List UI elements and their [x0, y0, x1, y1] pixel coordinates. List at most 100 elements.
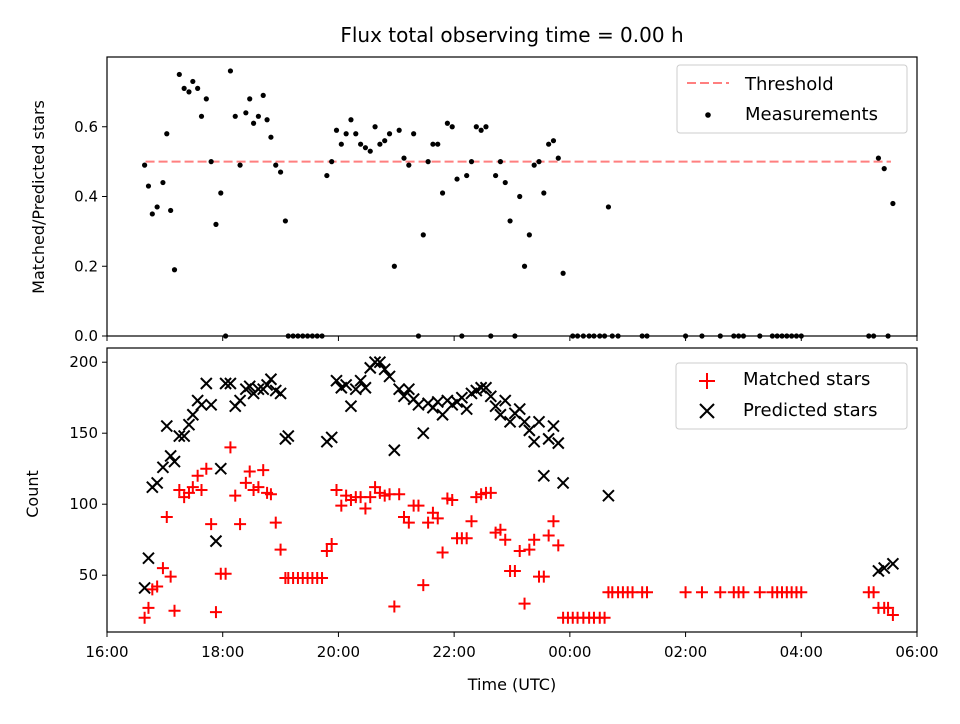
measurement-point: [420, 232, 426, 238]
bottom-x-tick-label: 22:00: [433, 643, 476, 661]
measurement-point: [435, 141, 441, 147]
legend-matched-swatch: [699, 373, 715, 389]
matched-point: [422, 516, 435, 529]
predicted-point: [431, 395, 444, 409]
measurement-point: [164, 131, 170, 137]
matched-point: [552, 539, 565, 552]
matched-point: [164, 570, 177, 583]
matched-point: [330, 484, 343, 496]
measurement-point: [285, 333, 291, 339]
measurement-point: [478, 127, 484, 133]
measurement-point: [362, 145, 369, 151]
measurement-point: [333, 127, 340, 133]
predicted-point: [264, 373, 278, 386]
measurement-point: [784, 333, 790, 339]
measurement-point: [430, 141, 436, 147]
legend-predicted-label: Predicted stars: [743, 400, 877, 421]
measurement-point: [268, 134, 274, 140]
bottom-x-tick-label: 02:00: [664, 643, 707, 661]
measurement-point: [338, 141, 344, 147]
measurement-point: [223, 333, 229, 339]
top-y-tick-label: 0.6: [74, 118, 98, 136]
measurement-point: [181, 85, 187, 91]
bottom-legend: Matched stars Predicted stars: [675, 362, 908, 430]
matched-point: [142, 601, 155, 614]
predicted-point: [602, 489, 615, 502]
legend-measurement-swatch: [705, 112, 711, 118]
measurement-point: [227, 68, 234, 74]
measurement-point: [731, 333, 737, 339]
measurement-point: [186, 89, 192, 95]
measurement-point: [391, 263, 397, 269]
matched-point: [160, 510, 173, 523]
predicted-point: [349, 382, 362, 396]
measurement-point: [195, 85, 201, 91]
legend-threshold-label: Threshold: [744, 74, 834, 95]
measurement-point: [372, 124, 378, 130]
top-y-tick-label: 0.0: [74, 327, 98, 345]
measurement-point: [295, 333, 301, 339]
measurement-point: [406, 162, 412, 168]
matched-point: [138, 611, 151, 624]
matched-point: [446, 493, 459, 506]
predicted-point: [219, 377, 232, 390]
measurement-point: [324, 172, 330, 179]
predicted-point: [412, 398, 425, 412]
matched-point: [795, 586, 808, 599]
matched-point: [239, 476, 252, 489]
measurement-point: [468, 159, 475, 165]
matched-point: [641, 586, 653, 599]
predicted-point: [556, 476, 570, 490]
predicted-point: [330, 374, 343, 387]
measurement-point: [314, 333, 320, 339]
matched-point: [494, 523, 507, 536]
measurement-point: [190, 78, 196, 85]
measurement-point: [377, 141, 383, 147]
matched-point: [484, 486, 497, 499]
predicted-point: [214, 462, 227, 475]
top-x-axis: [106, 336, 918, 341]
bottom-x-tick-label: 00:00: [548, 643, 591, 661]
measurement-point: [591, 333, 597, 339]
measurement-point: [757, 333, 763, 339]
predicted-point: [168, 455, 181, 468]
predicted-point: [138, 581, 151, 595]
matched-point: [156, 562, 169, 575]
matched-point: [200, 462, 213, 475]
x-axis-label: Time (UTC): [467, 675, 556, 694]
matched-point: [191, 469, 204, 482]
predicted-point: [156, 461, 170, 474]
measurement-point: [171, 267, 178, 273]
measurement-point: [319, 333, 325, 339]
measurement-point: [717, 333, 723, 339]
bottom-x-tick-label: 06:00: [895, 643, 938, 661]
measurement-point: [875, 155, 882, 161]
measurement-point: [243, 110, 249, 116]
predicted-point: [224, 377, 237, 390]
measurement-point: [425, 159, 431, 165]
measurement-point: [560, 270, 566, 276]
matched-point: [402, 516, 415, 529]
measurement-point: [507, 218, 513, 224]
matched-point: [737, 586, 750, 599]
predicted-point: [325, 431, 338, 444]
measurement-point: [277, 169, 284, 175]
predicted-point: [494, 408, 507, 421]
predicted-point: [392, 382, 406, 396]
matched-point: [274, 543, 287, 556]
measurement-point: [740, 333, 747, 339]
bottom-y-axis: 50 100 150 200: [69, 353, 107, 584]
measurement-point: [881, 166, 887, 172]
predicted-point: [489, 400, 502, 413]
predicted-point: [186, 408, 200, 421]
measurement-point: [247, 96, 253, 102]
measurement-point: [885, 333, 891, 339]
predicted-point: [527, 435, 541, 448]
predicted-point: [484, 390, 497, 403]
predicted-point: [142, 551, 155, 565]
matched-point: [229, 489, 242, 502]
measurement-point: [789, 333, 795, 339]
matched-point: [513, 545, 526, 558]
bottom-y-axis-label: Count: [23, 470, 42, 518]
measurement-point: [574, 333, 581, 339]
